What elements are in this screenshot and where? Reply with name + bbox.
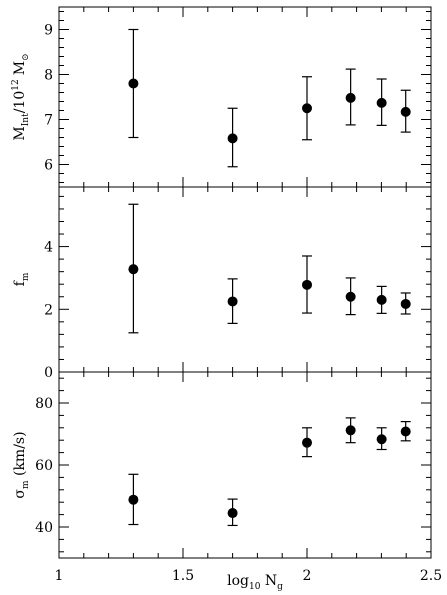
y-tick-label: 8	[44, 68, 53, 84]
y-tick-label: 9	[44, 23, 53, 39]
data-point	[400, 298, 411, 309]
y-axis-label-sub: Int	[21, 113, 31, 126]
data-point-group	[302, 255, 312, 314]
data-point	[345, 92, 356, 103]
data-point-group	[345, 277, 356, 316]
y-axis-label-sup: 12	[11, 79, 21, 90]
data-point-group	[128, 28, 139, 139]
data-point	[345, 425, 356, 436]
data-point	[227, 508, 238, 519]
data-point-group	[400, 89, 411, 133]
data-point	[302, 279, 312, 290]
data-point	[345, 291, 356, 302]
x-axis-label-tail: N	[260, 573, 277, 589]
data-point	[376, 294, 387, 305]
data-point-group	[376, 285, 387, 314]
data-point	[128, 264, 139, 275]
panel-middle: 0 2 4 fm	[12, 186, 432, 381]
y-axis-label: fm	[12, 272, 31, 286]
data-point-group	[302, 427, 312, 458]
x-tick-label: 2.5	[420, 568, 442, 584]
data-point	[128, 78, 139, 89]
panel-frame	[58, 6, 432, 188]
data-point-group	[227, 278, 238, 324]
data-point-group	[227, 107, 238, 168]
data-point	[227, 133, 238, 144]
data-point-group	[128, 203, 139, 334]
data-point	[227, 296, 238, 307]
x-tick-label: 1	[55, 568, 64, 584]
y-axis-label-main: σ	[12, 489, 28, 499]
y-axis-label-main: f	[12, 279, 28, 286]
y-tick-label: 60	[35, 458, 53, 474]
x-tick-label: 1.5	[172, 568, 194, 584]
y-axis-label-sub: m	[21, 480, 31, 489]
x-axis-label-sub: 10	[249, 582, 261, 592]
y-axis-label-tail: /10	[12, 91, 28, 114]
data-point-group	[400, 292, 411, 315]
y-tick-label: 7	[44, 113, 53, 129]
data-point-group	[400, 421, 411, 442]
y-tick-label: 40	[35, 520, 53, 536]
y-axis-label-main: M	[12, 126, 28, 140]
panel-frame	[58, 186, 432, 373]
data-point	[302, 437, 312, 448]
data-point	[376, 97, 387, 108]
data-point	[400, 106, 411, 117]
x-tick-label: 2	[303, 568, 312, 584]
y-axis-label-sub: m	[21, 272, 31, 281]
data-point	[376, 434, 387, 445]
x-axis-label-main: log	[227, 573, 249, 589]
y-tick-label: 6	[44, 158, 53, 174]
y-tick-label: 80	[35, 396, 53, 412]
panel-frame	[58, 371, 432, 559]
data-point-group	[345, 417, 356, 444]
data-point-group	[128, 473, 139, 526]
y-axis-label-tail: (km/s)	[12, 431, 28, 480]
panel-bottom: 40 60 80 1 1.5 2 2.5 σm (km/s) log10 Ng	[12, 371, 442, 592]
x-axis-label: log10 Ng	[227, 573, 283, 592]
data-point-group	[302, 76, 312, 141]
y-tick-label: 4	[44, 240, 53, 256]
data-point-group	[376, 427, 387, 451]
data-point	[302, 103, 312, 114]
data-point-group	[376, 78, 387, 126]
y-tick-label: 2	[44, 302, 53, 318]
y-axis-label: σm (km/s)	[12, 431, 31, 498]
data-point-group	[345, 68, 356, 126]
x-axis-label-sub2: g	[277, 582, 283, 592]
y-axis-label-unit-symbol: ⊙	[21, 53, 31, 61]
data-point	[400, 426, 411, 437]
data-point	[128, 494, 139, 505]
y-tick-label: 0	[44, 365, 53, 381]
y-axis-label: MInt/1012M⊙	[11, 53, 31, 140]
data-point-group	[227, 498, 238, 527]
y-axis-label-unit: M	[12, 61, 28, 75]
